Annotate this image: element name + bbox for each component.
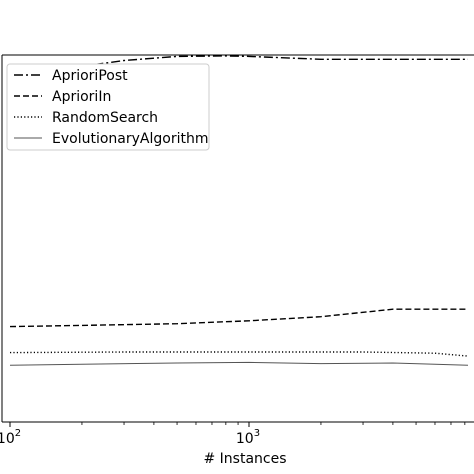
- legend-label-randomsearch: RandomSearch: [52, 110, 158, 126]
- legend-label-aprioripost: AprioriPost: [52, 68, 128, 84]
- ticks-layer: 102 103: [0, 422, 466, 447]
- legend-box: [6, 63, 210, 151]
- x-tick-label: 103: [236, 428, 260, 447]
- x-axis-label: # Instances: [203, 451, 286, 467]
- legend-label-aprioriin: AprioriIn: [52, 89, 111, 105]
- legend: AprioriPost AprioriIn RandomSearch Evolutio…: [6, 63, 210, 151]
- x-tick-label: 102: [0, 428, 21, 447]
- legend-label-evolutionaryalgorithm: EvolutionaryAlgorithm: [52, 131, 208, 147]
- series-line-evolutionaryalgorithm: [9, 361, 469, 366]
- series-line-randomsearch: [9, 351, 469, 357]
- series-line-aprioriin: [9, 308, 468, 328]
